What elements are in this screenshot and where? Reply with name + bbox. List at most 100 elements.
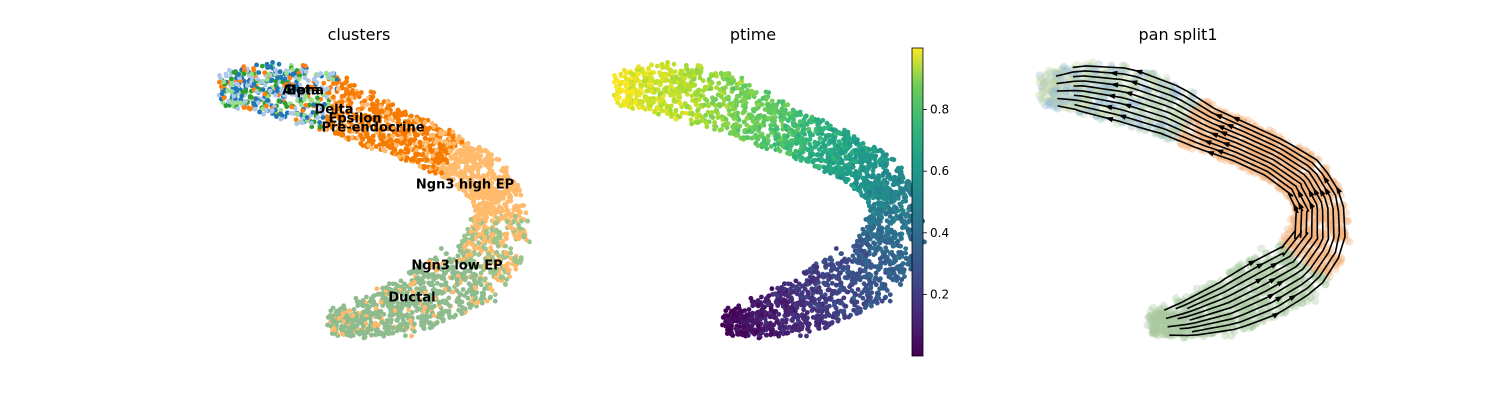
cluster-point [264, 77, 270, 82]
ptime-point [710, 115, 716, 120]
cluster-point [298, 102, 304, 108]
ptime-point [787, 111, 793, 117]
ptime-point [780, 110, 786, 115]
cluster-point [261, 111, 266, 117]
ptime-point [868, 273, 874, 278]
cluster-point [441, 139, 447, 145]
cluster-point [438, 246, 444, 251]
ptime-point [699, 115, 705, 120]
ptime-point [900, 199, 906, 205]
cluster-point [421, 140, 426, 146]
ptime-point [803, 270, 809, 276]
ptime-point [765, 133, 771, 139]
cluster-point [479, 294, 485, 300]
ptime-point [763, 89, 769, 95]
ptime-point [726, 94, 731, 100]
cluster-point [452, 156, 458, 162]
cluster-point [469, 275, 475, 280]
cluster-point [454, 150, 460, 156]
ptime-point [803, 294, 809, 300]
cluster-point [331, 318, 337, 324]
ptime-point [902, 192, 908, 198]
cluster-point [478, 207, 483, 213]
cluster-point [483, 213, 489, 219]
cluster-point [442, 300, 448, 306]
cluster-point [473, 300, 479, 306]
cluster-point [516, 225, 522, 231]
cluster-point [496, 234, 501, 240]
cluster-point [458, 159, 464, 165]
cluster-point [287, 83, 292, 89]
cluster-point [436, 155, 442, 161]
ptime-point [857, 243, 863, 249]
ptime-point [812, 140, 818, 146]
cluster-point [450, 289, 456, 295]
cluster-point [311, 102, 316, 108]
ptime-point [698, 69, 704, 74]
cluster-point [276, 79, 282, 85]
ptime-point [657, 91, 663, 97]
panel-title-ptime: ptime [730, 25, 776, 44]
cluster-point [475, 168, 481, 174]
cluster-point [278, 107, 284, 113]
cluster-point [523, 210, 529, 216]
cluster-point [241, 105, 247, 110]
cluster-point [407, 318, 413, 323]
cluster-point [487, 169, 493, 174]
cluster-point [410, 289, 416, 295]
cluster-point [395, 107, 401, 113]
cluster-point [485, 173, 491, 179]
cluster-point [330, 77, 335, 82]
ptime-point [646, 100, 651, 106]
cluster-point [396, 312, 402, 318]
ptime-point [854, 180, 859, 186]
ptime-point [888, 220, 894, 226]
cluster-point [405, 314, 411, 319]
cluster-point [393, 138, 399, 144]
ptime-point [838, 251, 844, 257]
ptime-point [791, 312, 797, 318]
cluster-point [359, 115, 364, 121]
cluster-point [335, 86, 341, 92]
cluster-point [390, 133, 396, 139]
cluster-point [503, 250, 509, 255]
cluster-point [489, 226, 494, 232]
cluster-point [463, 154, 469, 160]
cluster-point [234, 88, 240, 94]
cluster-point [274, 114, 279, 119]
ptime-point [851, 184, 857, 190]
ptime-point [834, 309, 840, 315]
ptime-point [857, 260, 862, 266]
cluster-point [485, 149, 490, 155]
cluster-point [367, 309, 373, 315]
ptime-point [884, 254, 890, 260]
cluster-label: Ngn3 high EP [416, 178, 514, 193]
cluster-point [335, 102, 340, 108]
ptime-point [759, 102, 765, 107]
cluster-point [360, 143, 366, 149]
ptime-point [714, 109, 720, 114]
ptime-point [630, 106, 636, 111]
ptime-point [883, 245, 889, 251]
cluster-point [527, 239, 532, 245]
ptime-point [786, 129, 792, 135]
cluster-point [481, 277, 487, 283]
ptime-point [780, 143, 786, 149]
cluster-point [367, 107, 373, 112]
ptime-points [611, 60, 927, 341]
cluster-point [389, 141, 395, 147]
cluster-point [340, 331, 345, 337]
ptime-point [669, 88, 675, 94]
cluster-point [427, 296, 433, 302]
cluster-point [462, 243, 468, 249]
ptime-point [886, 172, 892, 177]
cluster-point [380, 141, 386, 147]
cluster-point [262, 82, 268, 88]
cluster-point [439, 309, 445, 315]
ptime-point [864, 275, 870, 280]
cluster-point [351, 307, 357, 312]
cluster-point [496, 209, 501, 215]
ptime-point [893, 275, 899, 280]
cluster-point [256, 70, 262, 75]
cluster-point [466, 165, 471, 171]
